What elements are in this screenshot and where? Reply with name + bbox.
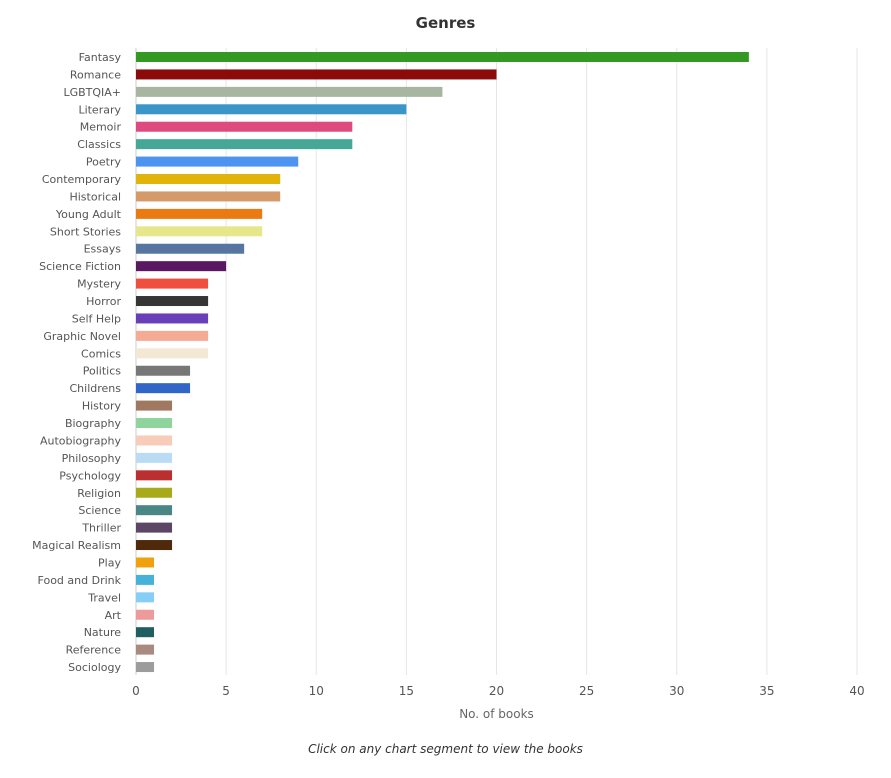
category-label: Religion xyxy=(77,487,121,500)
category-label: Thriller xyxy=(81,522,121,535)
bar-autobiography[interactable] xyxy=(136,435,173,446)
bar-young-adult[interactable] xyxy=(136,208,263,219)
bar-graphic-novel[interactable] xyxy=(136,330,209,341)
category-label: Contemporary xyxy=(42,173,122,186)
bar-essays[interactable] xyxy=(136,243,245,254)
category-label: Essays xyxy=(84,243,122,256)
bar-philosophy[interactable] xyxy=(136,452,173,463)
category-label: Psychology xyxy=(59,469,121,482)
x-tick-label: 10 xyxy=(309,684,324,698)
bar-art[interactable] xyxy=(136,609,155,620)
category-label: Science Fiction xyxy=(39,260,121,273)
x-tick-label: 15 xyxy=(399,684,414,698)
category-label: History xyxy=(82,400,122,413)
bar-thriller[interactable] xyxy=(136,522,173,533)
bar-religion[interactable] xyxy=(136,487,173,498)
category-label: Sociology xyxy=(68,661,121,674)
x-tick-label: 5 xyxy=(222,684,230,698)
category-label: Self Help xyxy=(72,312,121,325)
bar-memoir[interactable] xyxy=(136,121,353,132)
category-label: Autobiography xyxy=(40,434,122,447)
x-tick-label: 40 xyxy=(849,684,864,698)
bar-biography[interactable] xyxy=(136,418,173,429)
category-label: Art xyxy=(105,609,122,622)
bar-romance[interactable] xyxy=(136,69,497,80)
category-label: Mystery xyxy=(77,278,121,291)
chart-caption: Click on any chart segment to view the b… xyxy=(308,742,583,756)
category-label: Childrens xyxy=(70,382,122,395)
bar-contemporary[interactable] xyxy=(136,174,281,185)
bar-historical[interactable] xyxy=(136,191,281,202)
category-label: Nature xyxy=(84,626,122,639)
bar-comics[interactable] xyxy=(136,348,209,359)
category-label: Young Adult xyxy=(55,208,122,221)
bar-classics[interactable] xyxy=(136,139,353,150)
bar-politics[interactable] xyxy=(136,365,191,376)
bar-childrens[interactable] xyxy=(136,383,191,394)
category-label: Graphic Novel xyxy=(43,330,121,343)
bar-mystery[interactable] xyxy=(136,278,209,289)
category-label: Historical xyxy=(69,190,121,203)
bar-fantasy[interactable] xyxy=(136,52,749,62)
bar-science[interactable] xyxy=(136,505,173,516)
x-tick-label: 0 xyxy=(132,684,140,698)
category-label: Fantasy xyxy=(79,51,122,64)
category-label: Horror xyxy=(86,295,121,308)
category-label: Science xyxy=(78,504,121,517)
category-label: Memoir xyxy=(80,121,122,134)
category-label: Literary xyxy=(78,103,121,116)
category-label: Philosophy xyxy=(62,452,122,465)
category-label: LGBTQIA+ xyxy=(63,86,121,99)
category-label: Travel xyxy=(87,591,121,604)
chart-title: Genres xyxy=(415,14,476,32)
x-axis-title: No. of books xyxy=(459,707,534,721)
bar-reference[interactable] xyxy=(136,644,155,655)
bar-travel[interactable] xyxy=(136,592,155,603)
bar-poetry[interactable] xyxy=(136,156,299,167)
category-label: Romance xyxy=(70,68,121,81)
bar-short-stories[interactable] xyxy=(136,226,263,237)
category-label: Biography xyxy=(65,417,122,430)
bar-lgbtqia-[interactable] xyxy=(136,86,443,97)
category-label: Poetry xyxy=(86,156,122,169)
category-label: Classics xyxy=(77,138,121,151)
bar-self-help[interactable] xyxy=(136,313,209,324)
category-label: Comics xyxy=(81,347,121,360)
x-tick-label: 30 xyxy=(669,684,684,698)
bar-food-and-drink[interactable] xyxy=(136,574,155,585)
category-label: Reference xyxy=(66,644,122,657)
category-label: Politics xyxy=(83,365,122,378)
x-tick-label: 35 xyxy=(759,684,774,698)
bar-play[interactable] xyxy=(136,557,155,568)
bar-psychology[interactable] xyxy=(136,470,173,481)
bar-sociology[interactable] xyxy=(136,662,155,673)
category-label: Food and Drink xyxy=(38,574,122,587)
x-tick-label: 25 xyxy=(579,684,594,698)
bar-nature[interactable] xyxy=(136,627,155,638)
bar-horror[interactable] xyxy=(136,296,209,307)
category-label: Short Stories xyxy=(50,225,121,238)
bar-science-fiction[interactable] xyxy=(136,261,227,272)
bar-magical-realism[interactable] xyxy=(136,540,173,551)
bar-literary[interactable] xyxy=(136,104,407,115)
category-label: Magical Realism xyxy=(32,539,121,552)
x-tick-label: 20 xyxy=(489,684,504,698)
bar-history[interactable] xyxy=(136,400,173,411)
category-label: Play xyxy=(98,556,121,569)
